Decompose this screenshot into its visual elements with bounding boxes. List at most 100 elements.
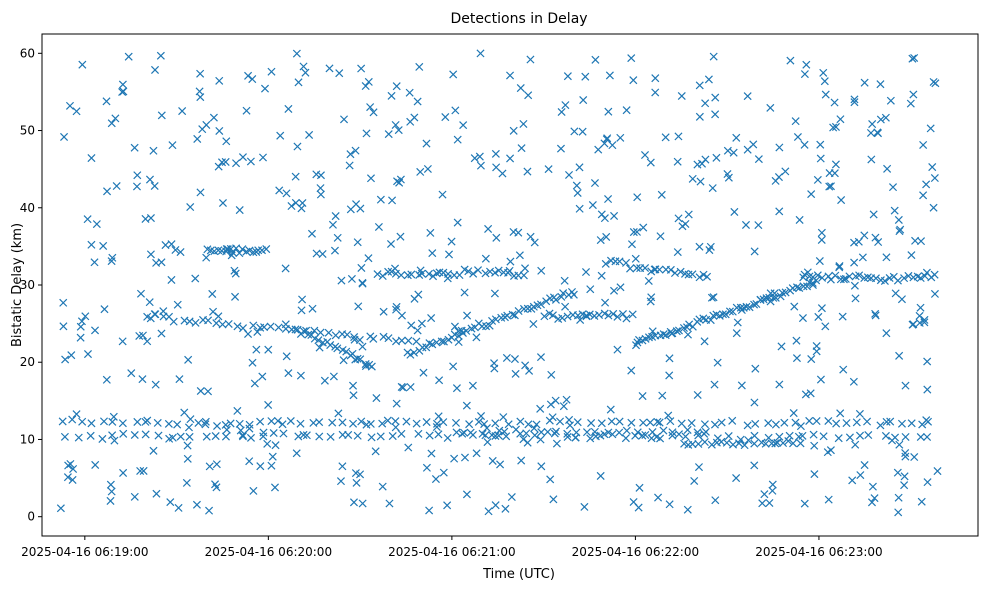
data-point-158	[561, 302, 570, 311]
data-point-505	[264, 400, 273, 409]
data-point-218	[897, 295, 906, 304]
data-point-631	[556, 144, 565, 153]
data-point-687	[829, 123, 838, 132]
data-point-69	[919, 140, 928, 150]
data-point-651	[276, 131, 285, 140]
data-point-532	[107, 257, 116, 266]
data-point-848	[798, 431, 807, 440]
data-point-172	[690, 476, 699, 485]
data-point-177	[450, 322, 459, 331]
data-point-782	[907, 419, 916, 428]
data-point-1160	[622, 426, 631, 435]
data-point-713	[194, 418, 203, 427]
data-point-540	[564, 170, 574, 179]
data-point-913	[249, 248, 258, 257]
data-point-301	[895, 227, 904, 236]
data-point-829	[571, 433, 580, 442]
data-point-378	[517, 144, 526, 153]
data-point-535	[816, 375, 825, 384]
data-point-280	[694, 463, 703, 472]
data-point-845	[764, 433, 773, 442]
data-point-93	[710, 380, 719, 389]
data-point-267	[139, 466, 148, 475]
data-point-375	[901, 449, 910, 458]
data-point-769	[771, 420, 780, 429]
data-point-6	[103, 187, 112, 196]
data-point-518	[653, 417, 662, 426]
data-point-773	[812, 417, 821, 426]
data-point-1092	[756, 295, 765, 304]
data-point-933	[353, 354, 362, 363]
data-point-675	[631, 254, 640, 263]
data-point-3	[546, 400, 555, 409]
data-point-942	[391, 269, 400, 278]
data-point-256	[526, 55, 535, 64]
data-point-915	[254, 246, 263, 255]
data-point-414	[320, 376, 329, 385]
data-point-484	[915, 311, 924, 320]
data-point-700	[58, 417, 67, 426]
data-point-689	[771, 439, 780, 448]
data-point-229	[100, 305, 109, 314]
data-point-791	[130, 430, 139, 440]
data-point-641	[560, 276, 569, 285]
data-point-138	[850, 281, 859, 290]
y-axis: 0 10 20 30 40 50 60	[20, 46, 42, 524]
data-point-81	[580, 502, 589, 511]
data-point-140	[462, 490, 471, 499]
data-point-671	[723, 169, 732, 179]
data-point-341	[616, 283, 625, 292]
data-point-762	[700, 420, 709, 429]
data-point-219	[387, 91, 396, 100]
data-point-494	[315, 343, 324, 352]
data-point-1158	[604, 428, 613, 437]
data-point-728	[349, 419, 358, 428]
data-point-237	[786, 56, 795, 65]
data-point-1067	[672, 327, 681, 336]
y-axis-label: Bistatic Delay (km)	[10, 223, 25, 347]
data-point-19	[292, 449, 301, 458]
data-point-336	[819, 68, 828, 77]
data-point-487	[629, 228, 638, 237]
data-point-9	[849, 377, 858, 386]
data-point-617	[523, 167, 532, 176]
data-point-528	[205, 462, 214, 471]
data-point-757	[646, 418, 655, 427]
data-point-655	[537, 266, 546, 275]
data-point-578	[790, 302, 799, 311]
data-point-145	[634, 503, 643, 512]
data-point-408	[871, 311, 880, 320]
data-point-741	[480, 420, 489, 429]
data-point-564	[90, 326, 100, 335]
data-point-448	[874, 237, 883, 247]
data-point-1174	[700, 438, 709, 447]
data-point-547	[136, 466, 145, 475]
data-point-157	[331, 212, 340, 221]
data-point-738	[451, 418, 461, 427]
data-point-833	[621, 434, 630, 443]
data-point-186	[708, 184, 717, 193]
data-point-536	[812, 342, 821, 351]
data-point-539	[536, 353, 546, 362]
data-point-467	[826, 446, 835, 455]
data-point-654	[475, 152, 484, 161]
data-point-386	[798, 314, 807, 323]
data-point-592	[357, 64, 366, 73]
data-point-208	[732, 329, 741, 338]
data-point-507	[256, 462, 265, 471]
data-point-832	[608, 430, 617, 439]
data-point-877	[260, 323, 269, 332]
data-point-128	[231, 269, 240, 278]
data-point-337	[146, 214, 155, 223]
data-point-823	[502, 432, 511, 441]
data-point-300	[166, 498, 175, 507]
data-point-847	[785, 431, 794, 440]
data-point-413	[143, 337, 152, 346]
data-point-514	[173, 300, 182, 309]
data-point-371	[817, 228, 826, 237]
data-point-640	[922, 180, 931, 189]
data-point-427	[157, 258, 166, 267]
data-point-220	[136, 289, 146, 298]
data-point-804	[279, 429, 288, 438]
data-point-928	[333, 344, 342, 353]
